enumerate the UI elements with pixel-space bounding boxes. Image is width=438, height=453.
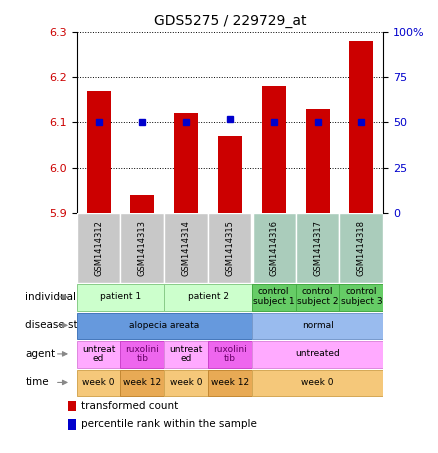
Bar [77,213,120,283]
Text: transformed count: transformed count [81,401,178,411]
Text: week 12: week 12 [211,378,249,387]
Bar [77,370,120,396]
Title: GDS5275 / 229729_at: GDS5275 / 229729_at [154,14,306,28]
Bar [68,419,76,429]
Bar [252,342,383,367]
Bar [339,213,383,283]
Text: normal: normal [302,321,333,330]
Text: percentile rank within the sample: percentile rank within the sample [81,419,257,429]
Bar [252,213,296,283]
Text: control
subject 1: control subject 1 [253,288,295,306]
Text: GSM1414317: GSM1414317 [313,220,322,276]
Bar [305,109,329,213]
Text: ruxolini
tib: ruxolini tib [125,345,159,363]
Bar [120,213,164,283]
Text: control
subject 3: control subject 3 [340,288,382,306]
Bar [296,284,339,310]
Text: GSM1414314: GSM1414314 [182,220,191,276]
Text: untreat
ed: untreat ed [82,345,115,363]
Bar [349,41,373,213]
Text: week 12: week 12 [123,378,162,387]
Text: time: time [25,377,49,387]
Bar [174,113,198,213]
Text: GSM1414315: GSM1414315 [226,220,234,276]
Text: week 0: week 0 [170,378,202,387]
Bar [164,284,252,310]
Bar [208,370,252,396]
Text: untreat
ed: untreat ed [170,345,203,363]
Bar [77,313,252,339]
Text: disease state: disease state [25,320,95,330]
Text: week 0: week 0 [82,378,115,387]
Text: control
subject 2: control subject 2 [297,288,338,306]
Bar [77,284,164,310]
Text: agent: agent [25,349,56,359]
Bar [208,342,252,367]
Text: week 0: week 0 [301,378,334,387]
Text: GSM1414312: GSM1414312 [94,220,103,276]
Bar [120,370,164,396]
Bar [252,284,296,310]
Bar [339,284,383,310]
Bar [86,91,110,213]
Bar [296,213,339,283]
Text: ruxolini
tib: ruxolini tib [213,345,247,363]
Text: patient 2: patient 2 [187,292,229,301]
Text: GSM1414313: GSM1414313 [138,220,147,276]
Text: GSM1414318: GSM1414318 [357,220,366,276]
Text: individual: individual [25,292,76,302]
Bar [130,195,154,213]
Bar [120,342,164,367]
Bar [77,342,120,367]
Bar [164,213,208,283]
Text: alopecia areata: alopecia areata [129,321,199,330]
Bar [164,342,208,367]
Bar [218,136,242,213]
Bar [262,86,286,213]
Text: GSM1414316: GSM1414316 [269,220,278,276]
Bar [208,213,252,283]
Bar [252,370,383,396]
Bar [68,401,76,411]
Bar [164,370,208,396]
Text: untreated: untreated [295,349,340,358]
Bar [252,313,383,339]
Text: patient 1: patient 1 [100,292,141,301]
